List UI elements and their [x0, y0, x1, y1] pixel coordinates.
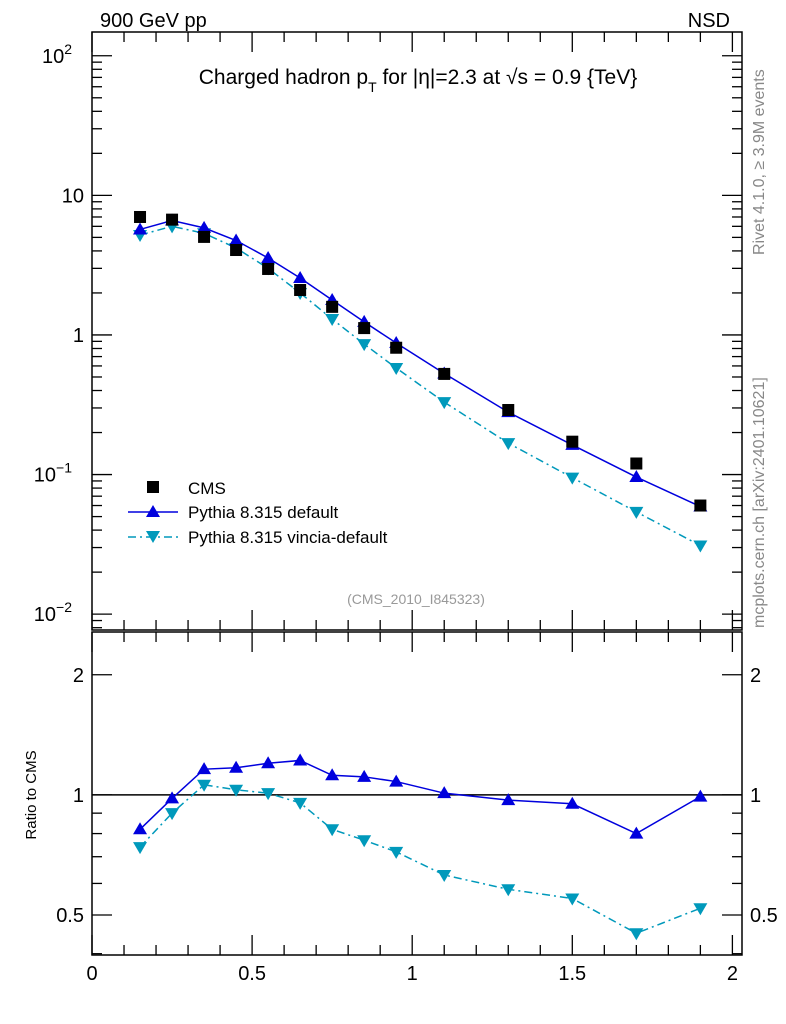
legend-label-vincia: Pythia 8.315 vincia-default [188, 528, 388, 547]
y-tick-label: 1 [73, 325, 84, 347]
x-tick-label: 1.5 [558, 963, 586, 985]
data-point-square [438, 367, 451, 380]
data-point-triangle-down [197, 779, 212, 792]
data-point-triangle-up [293, 270, 308, 283]
data-point-triangle-down [389, 362, 404, 375]
y-tick-label: 1 [73, 785, 84, 807]
data-point-triangle-down [629, 928, 644, 941]
data-point-square [294, 283, 307, 296]
data-point-triangle-down [325, 314, 340, 327]
legend: CMS Pythia 8.315 default Pythia 8.315 vi… [128, 479, 388, 547]
data-point-triangle-down [357, 339, 372, 352]
data-point-triangle-up [629, 470, 644, 483]
data-point-triangle-down [437, 869, 452, 882]
data-point-square [566, 435, 579, 448]
main-plot: Charged hadron pT for |η|=2.3 at √s = 0.… [34, 31, 743, 631]
series-line [139, 219, 701, 508]
series-line [139, 784, 701, 935]
data-point-square [262, 262, 275, 275]
data-point-triangle-down [261, 788, 276, 801]
watermark: (CMS_2010_I845323) [347, 591, 485, 607]
data-point-triangle-down [293, 797, 308, 810]
main-frame [91, 31, 743, 631]
plot-title: Charged hadron pT for |η|=2.3 at √s = 0.… [199, 66, 637, 95]
data-point-triangle-up [357, 769, 372, 782]
y-tick-label: 10−1 [34, 460, 72, 487]
legend-label-cms: CMS [188, 479, 226, 498]
data-point-square [198, 230, 211, 243]
series-line [139, 225, 701, 547]
x-tick-label: 1 [407, 963, 418, 985]
data-point-triangle-down [229, 784, 244, 797]
main-axis-ticks: 10−2 10−1 1 10 102 [34, 32, 742, 630]
data-point-triangle-up [325, 768, 340, 781]
data-point-triangle-down [693, 903, 708, 916]
data-point-triangle-down [501, 438, 516, 451]
data-point-triangle-up [229, 760, 244, 773]
data-point-triangle-up [165, 791, 180, 804]
y-tick-label: 0.5 [56, 905, 84, 927]
ratio-data-marks [133, 753, 708, 941]
y-tick-label: 2 [73, 665, 84, 687]
legend-marker-cms [147, 481, 159, 493]
y-tick-label-right: 0.5 [750, 905, 778, 927]
data-point-square [230, 244, 243, 257]
x-tick-label: 2 [727, 963, 738, 985]
ratio-ylabel: Ratio to CMS [23, 750, 40, 839]
data-point-triangle-up [565, 796, 580, 809]
data-point-triangle-down [565, 893, 580, 906]
data-point-square [390, 341, 403, 354]
data-point-triangle-down [437, 397, 452, 410]
data-point-triangle-down [389, 846, 404, 859]
data-point-triangle-up [261, 756, 276, 769]
data-point-triangle-up [261, 250, 276, 263]
data-point-triangle-down [565, 472, 580, 485]
ratio-frame [91, 631, 743, 956]
data-point-triangle-down [501, 884, 516, 897]
x-tick-label: 0 [86, 963, 97, 985]
data-point-triangle-down [357, 835, 372, 848]
data-point-square [358, 322, 371, 335]
header-right: NSD [688, 10, 730, 32]
data-point-triangle-down [629, 506, 644, 519]
x-tick-label: 0.5 [238, 963, 266, 985]
data-point-triangle-up [197, 220, 212, 233]
data-point-triangle-up [133, 822, 148, 835]
legend-marker-vincia [146, 531, 160, 543]
side-label-top: Rivet 4.1.0, ≥ 3.9M events [751, 69, 768, 255]
header-left: 900 GeV pp [100, 10, 207, 32]
data-point-triangle-up [501, 793, 516, 806]
data-point-triangle-down [325, 824, 340, 837]
data-point-triangle-down [165, 808, 180, 821]
ratio-plot: Ratio to CMS 0.5 0.5 1 1 2 2 0 0.5 1 1.5 2 [23, 631, 778, 985]
data-point-square [166, 213, 179, 226]
legend-marker-default [146, 505, 160, 517]
data-point-square [134, 210, 147, 223]
data-point-triangle-up [437, 786, 452, 799]
data-point-square [326, 300, 339, 313]
data-point-triangle-up [293, 753, 308, 766]
data-point-triangle-down [133, 842, 148, 855]
y-tick-label-right: 2 [750, 665, 761, 687]
legend-label-default: Pythia 8.315 default [188, 503, 339, 522]
y-tick-label-right: 1 [750, 785, 761, 807]
data-point-triangle-up [629, 826, 644, 839]
data-point-square [502, 404, 515, 417]
data-point-square [694, 499, 707, 512]
y-tick-label: 102 [42, 41, 72, 68]
data-point-triangle-up [229, 233, 244, 246]
data-point-triangle-up [389, 774, 404, 787]
data-point-triangle-up [197, 762, 212, 775]
ratio-axis-ticks: 0.5 0.5 1 1 2 2 0 0.5 1 1.5 2 [56, 632, 778, 985]
data-point-triangle-down [693, 540, 708, 553]
series-line [139, 759, 701, 835]
data-point-square [630, 457, 643, 470]
data-point-triangle-up [693, 789, 708, 802]
main-data-marks [133, 210, 708, 553]
data-point-triangle-up [133, 222, 148, 235]
y-tick-label: 10−2 [34, 599, 72, 626]
y-tick-label: 10 [62, 185, 84, 207]
side-label-bottom: mcplots.cern.ch [arXiv:2401.10621] [751, 377, 768, 628]
